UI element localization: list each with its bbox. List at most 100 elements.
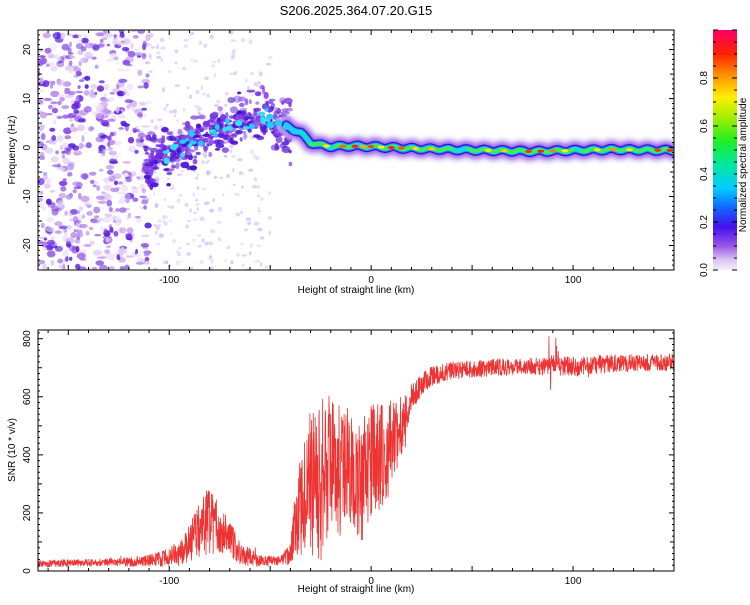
signal-blob xyxy=(148,153,154,161)
noise-blob xyxy=(42,174,48,181)
noise-blob xyxy=(91,266,98,270)
noise-blob xyxy=(121,123,130,127)
signal-blob xyxy=(247,128,252,133)
noise-blob xyxy=(216,220,222,225)
noise-blob xyxy=(120,246,125,253)
noise-blob xyxy=(42,263,48,270)
spectrogram-marks xyxy=(38,30,674,270)
noise-blob xyxy=(56,115,63,119)
noise-blob xyxy=(72,145,80,151)
noise-blob xyxy=(203,43,208,49)
noise-blob xyxy=(158,233,164,239)
noise-blob xyxy=(253,221,260,226)
signal-blob xyxy=(194,127,201,135)
noise-blob xyxy=(240,242,244,246)
noise-blob xyxy=(78,192,82,200)
noise-blob xyxy=(260,236,265,240)
noise-blob xyxy=(81,135,85,143)
noise-blob xyxy=(141,53,147,58)
signal-blob xyxy=(144,152,150,155)
noise-blob xyxy=(90,84,98,89)
noise-blob xyxy=(208,241,214,245)
noise-blob xyxy=(174,84,180,87)
noise-blob xyxy=(201,238,205,243)
chart-title: S206.2025.364.07.20.G15 xyxy=(280,3,433,18)
noise-blob xyxy=(154,171,157,174)
signal-blob xyxy=(199,126,208,131)
signal-peak xyxy=(180,152,186,158)
noise-blob xyxy=(51,135,57,141)
noise-blob xyxy=(135,261,144,265)
signal-blob xyxy=(210,116,216,120)
signal-blob xyxy=(271,130,275,134)
signal-peak xyxy=(213,130,218,137)
x-tick-label: -100 xyxy=(159,275,179,286)
noise-blob xyxy=(99,168,104,172)
noise-blob xyxy=(62,235,68,243)
noise-blob xyxy=(229,72,235,76)
noise-blob xyxy=(207,159,210,163)
signal-blob xyxy=(147,169,155,174)
signal-blob xyxy=(248,99,252,105)
ridge-hotspot xyxy=(359,144,367,148)
signal-blob xyxy=(208,151,213,158)
signal-blob xyxy=(254,91,262,97)
signal-blob xyxy=(168,135,176,142)
noise-blob xyxy=(98,80,105,84)
noise-blob xyxy=(115,35,122,42)
noise-blob xyxy=(106,199,113,207)
noise-blob xyxy=(136,135,144,141)
noise-blob xyxy=(47,54,54,58)
noise-blob xyxy=(78,79,85,82)
noise-blob xyxy=(56,56,62,61)
noise-blob xyxy=(96,85,105,92)
noise-blob xyxy=(39,151,45,157)
noise-blob xyxy=(63,127,72,135)
signal-blob xyxy=(192,158,198,165)
noise-blob xyxy=(178,193,183,197)
noise-blob xyxy=(66,240,71,248)
noise-blob xyxy=(114,180,118,186)
noise-blob xyxy=(217,237,222,242)
noise-blob xyxy=(159,124,164,128)
noise-blob xyxy=(49,190,56,193)
signal-blob xyxy=(161,126,169,133)
noise-blob xyxy=(38,197,43,202)
noise-blob xyxy=(38,109,43,115)
noise-blob xyxy=(69,60,73,67)
signal-blob xyxy=(143,175,152,179)
noise-blob xyxy=(124,130,132,136)
noise-blob xyxy=(110,187,120,193)
noise-blob xyxy=(120,185,129,192)
signal-blob xyxy=(155,144,161,148)
ridge-hotspot xyxy=(666,148,674,152)
noise-blob xyxy=(42,172,48,176)
noise-blob xyxy=(141,107,148,111)
noise-blob xyxy=(65,237,75,245)
noise-blob xyxy=(250,93,254,97)
noise-blob xyxy=(109,224,112,230)
signal-blob xyxy=(281,100,285,105)
noise-blob xyxy=(199,216,205,222)
noise-blob xyxy=(38,59,43,65)
noise-blob xyxy=(42,80,50,88)
signal-blob xyxy=(147,178,155,185)
noise-blob xyxy=(176,119,179,122)
noise-blob xyxy=(101,114,109,119)
signal-peak xyxy=(163,157,170,164)
noise-blob xyxy=(168,219,173,222)
signal-blob xyxy=(177,128,183,136)
noise-blob xyxy=(84,52,93,58)
noise-blob xyxy=(68,66,73,74)
noise-blob xyxy=(163,260,169,265)
snr-frame xyxy=(37,329,675,572)
signal-blob xyxy=(281,108,289,113)
noise-blob xyxy=(100,108,108,115)
noise-blob xyxy=(141,199,149,205)
noise-blob xyxy=(85,142,92,149)
noise-blob xyxy=(120,195,124,203)
signal-blob xyxy=(288,161,293,167)
signal-blob xyxy=(255,101,260,105)
noise-blob xyxy=(43,237,48,241)
noise-blob xyxy=(124,193,131,200)
